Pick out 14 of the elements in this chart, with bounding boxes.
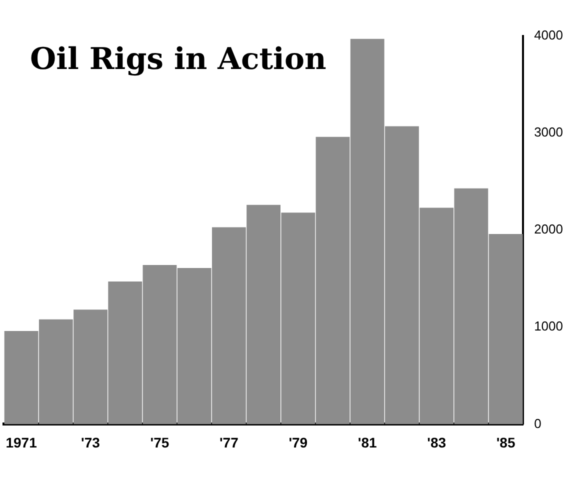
x-tick-label: '75 <box>150 434 170 450</box>
y-tick-label: 2000 <box>534 222 563 237</box>
x-tick-label: 1971 <box>6 434 38 450</box>
y-tick-label: 1000 <box>534 318 563 334</box>
x-tick-label: '73 <box>81 434 100 450</box>
x-tick-label: '83 <box>427 434 446 450</box>
x-tick-label: '81 <box>358 434 378 450</box>
y-tick-label: 0 <box>534 416 542 431</box>
y-tick-label: 4000 <box>534 28 563 43</box>
x-tick-label: '85 <box>496 434 516 450</box>
chart-title: Oil Rigs in Action <box>30 42 326 77</box>
x-tick-label: '77 <box>219 434 239 450</box>
y-tick-label: 3000 <box>534 124 563 140</box>
x-tick-label: '79 <box>288 434 308 450</box>
